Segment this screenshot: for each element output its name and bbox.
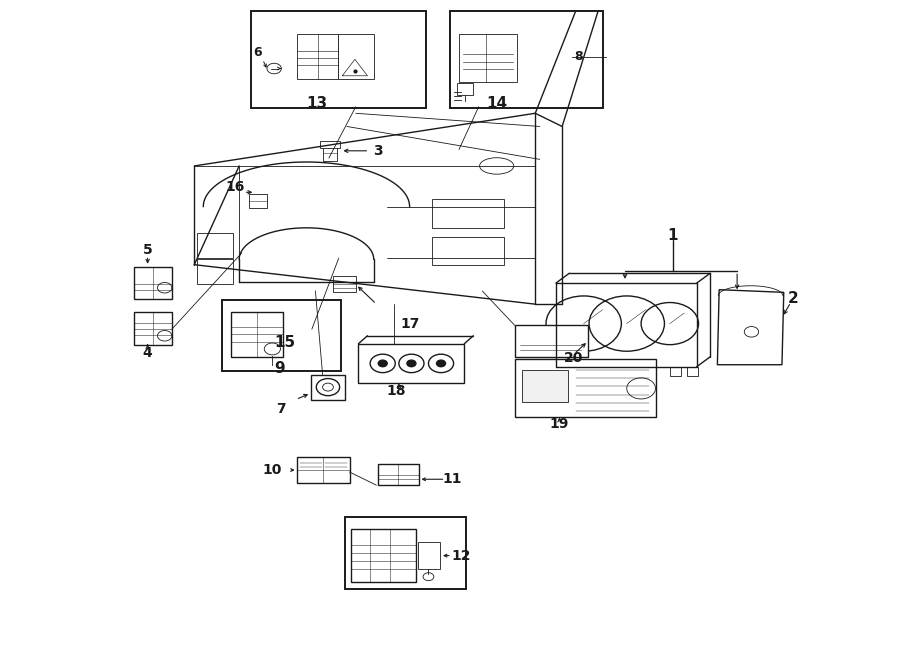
FancyBboxPatch shape bbox=[432, 237, 504, 264]
Text: 14: 14 bbox=[486, 96, 508, 111]
Text: 4: 4 bbox=[143, 346, 152, 360]
FancyBboxPatch shape bbox=[432, 199, 504, 229]
FancyBboxPatch shape bbox=[522, 370, 569, 402]
FancyBboxPatch shape bbox=[450, 11, 602, 108]
FancyBboxPatch shape bbox=[515, 360, 656, 417]
Text: 20: 20 bbox=[564, 351, 583, 365]
Text: 6: 6 bbox=[253, 46, 261, 59]
Text: 5: 5 bbox=[143, 243, 152, 257]
FancyBboxPatch shape bbox=[358, 344, 464, 383]
FancyBboxPatch shape bbox=[251, 11, 426, 108]
FancyBboxPatch shape bbox=[338, 34, 374, 79]
FancyBboxPatch shape bbox=[197, 259, 233, 284]
Polygon shape bbox=[717, 290, 784, 365]
FancyBboxPatch shape bbox=[134, 267, 172, 299]
Text: 15: 15 bbox=[274, 335, 295, 350]
FancyBboxPatch shape bbox=[249, 194, 267, 208]
Circle shape bbox=[378, 360, 387, 367]
Text: 17: 17 bbox=[400, 317, 419, 331]
FancyBboxPatch shape bbox=[457, 83, 473, 95]
FancyBboxPatch shape bbox=[298, 457, 349, 483]
FancyBboxPatch shape bbox=[687, 367, 698, 376]
Text: 2: 2 bbox=[788, 292, 798, 307]
Text: 11: 11 bbox=[442, 472, 462, 486]
Text: 3: 3 bbox=[374, 144, 383, 158]
Circle shape bbox=[436, 360, 446, 367]
FancyBboxPatch shape bbox=[322, 146, 337, 161]
FancyBboxPatch shape bbox=[572, 367, 582, 376]
Text: 19: 19 bbox=[550, 417, 569, 431]
Circle shape bbox=[407, 360, 416, 367]
Text: 9: 9 bbox=[274, 361, 284, 376]
FancyBboxPatch shape bbox=[310, 375, 345, 400]
FancyBboxPatch shape bbox=[231, 312, 284, 357]
FancyBboxPatch shape bbox=[298, 34, 338, 79]
FancyBboxPatch shape bbox=[197, 233, 233, 258]
Text: 1: 1 bbox=[667, 227, 678, 243]
Text: 8: 8 bbox=[574, 50, 582, 63]
FancyBboxPatch shape bbox=[418, 543, 440, 568]
Text: 7: 7 bbox=[276, 403, 286, 416]
Text: 16: 16 bbox=[225, 180, 245, 194]
Text: 18: 18 bbox=[386, 384, 406, 398]
Text: 10: 10 bbox=[263, 463, 282, 477]
FancyBboxPatch shape bbox=[515, 325, 589, 357]
FancyBboxPatch shape bbox=[320, 141, 339, 147]
FancyBboxPatch shape bbox=[345, 518, 466, 588]
FancyBboxPatch shape bbox=[134, 312, 172, 345]
FancyBboxPatch shape bbox=[222, 300, 340, 371]
FancyBboxPatch shape bbox=[351, 529, 416, 582]
FancyBboxPatch shape bbox=[459, 34, 518, 82]
FancyBboxPatch shape bbox=[333, 276, 356, 292]
Text: 12: 12 bbox=[451, 549, 471, 563]
Text: 13: 13 bbox=[307, 96, 328, 111]
FancyBboxPatch shape bbox=[378, 464, 419, 485]
FancyBboxPatch shape bbox=[670, 367, 680, 376]
FancyBboxPatch shape bbox=[592, 367, 602, 376]
Ellipse shape bbox=[480, 158, 514, 174]
